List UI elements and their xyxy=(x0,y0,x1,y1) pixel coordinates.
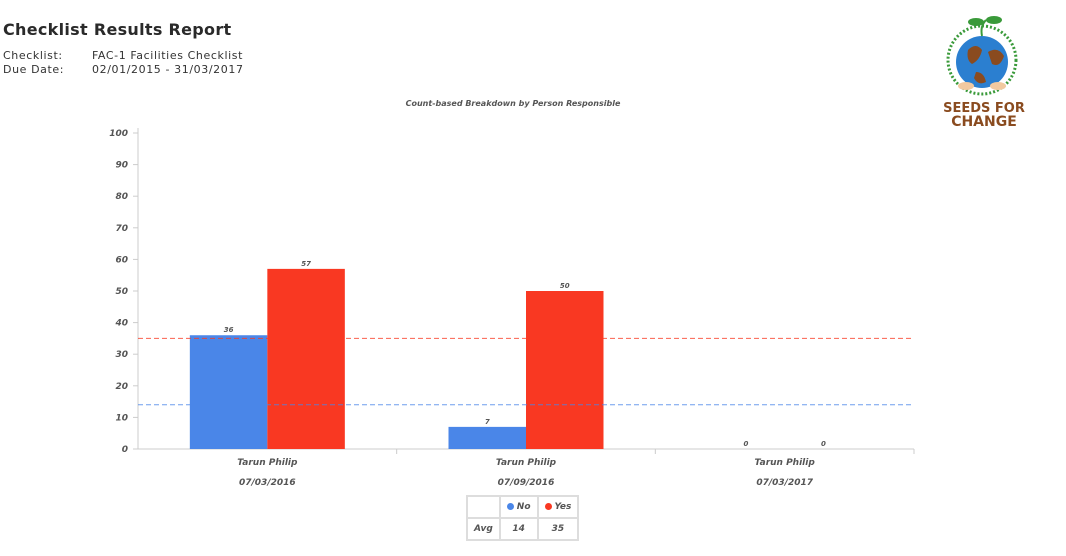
data-label: 50 xyxy=(560,282,570,290)
avg-yes-value: 35 xyxy=(536,517,580,541)
x-label-date: 07/03/2017 xyxy=(756,478,813,488)
y-tick-label: 70 xyxy=(115,224,128,234)
x-label-person: Tarun Philip xyxy=(496,458,557,468)
avg-row-label: Avg xyxy=(466,517,501,541)
bar-yes[interactable] xyxy=(526,291,604,449)
yes-dot-icon xyxy=(544,503,552,510)
bar-yes[interactable] xyxy=(267,268,345,449)
chart-title: Count-based Breakdown by Person Responsi… xyxy=(406,99,621,108)
x-label-person: Tarun Philip xyxy=(237,458,298,468)
avg-no-value: 14 xyxy=(498,517,539,541)
y-tick-label: 60 xyxy=(115,255,128,265)
svg-text:SEEDS FOR: SEEDS FOR xyxy=(943,101,1025,116)
bar-no[interactable] xyxy=(189,335,268,449)
legend-no[interactable]: No xyxy=(498,495,539,519)
due-date-label: Due Date: xyxy=(3,63,65,76)
due-date-row: Due Date: 02/01/2015 - 31/03/2017 xyxy=(3,63,243,76)
legend-no-label: No xyxy=(516,502,531,512)
bar-no[interactable] xyxy=(448,426,527,449)
data-label: 36 xyxy=(224,326,234,334)
data-label: 7 xyxy=(485,418,490,426)
legend-yes-label: Yes xyxy=(554,502,572,512)
x-label-date: 07/03/2016 xyxy=(239,478,296,488)
data-label: 0 xyxy=(821,440,826,448)
y-tick-label: 40 xyxy=(114,319,128,329)
y-tick-label: 50 xyxy=(115,287,128,297)
checklist-label: Checklist: xyxy=(3,49,63,62)
y-tick-label: 0 xyxy=(122,445,128,455)
due-date-value: 02/01/2015 - 31/03/2017 xyxy=(92,63,244,76)
seeds-for-change-logo: SEEDS FOR CHANGE xyxy=(943,16,1025,130)
no-dot-icon xyxy=(506,503,514,510)
x-label-date: 07/09/2016 xyxy=(498,478,555,488)
checklist-value: FAC-1 Facilities Checklist xyxy=(92,49,244,62)
y-tick-label: 80 xyxy=(115,192,128,202)
checklist-row: Checklist: FAC-1 Facilities Checklist xyxy=(3,49,242,62)
legend-yes[interactable]: Yes xyxy=(536,495,580,519)
svg-text:CHANGE: CHANGE xyxy=(951,114,1017,130)
data-label: 57 xyxy=(301,260,311,268)
data-label: 0 xyxy=(743,440,748,448)
y-tick-label: 20 xyxy=(115,382,128,392)
y-tick-label: 10 xyxy=(115,413,128,423)
report-title: Checklist Results Report xyxy=(3,20,232,39)
y-tick-label: 100 xyxy=(109,129,128,139)
empty-cell xyxy=(466,495,501,519)
y-tick-label: 30 xyxy=(115,350,128,360)
average-table: No Yes Avg 14 35 xyxy=(466,495,580,541)
x-label-person: Tarun Philip xyxy=(755,458,816,468)
y-tick-label: 90 xyxy=(115,161,128,171)
